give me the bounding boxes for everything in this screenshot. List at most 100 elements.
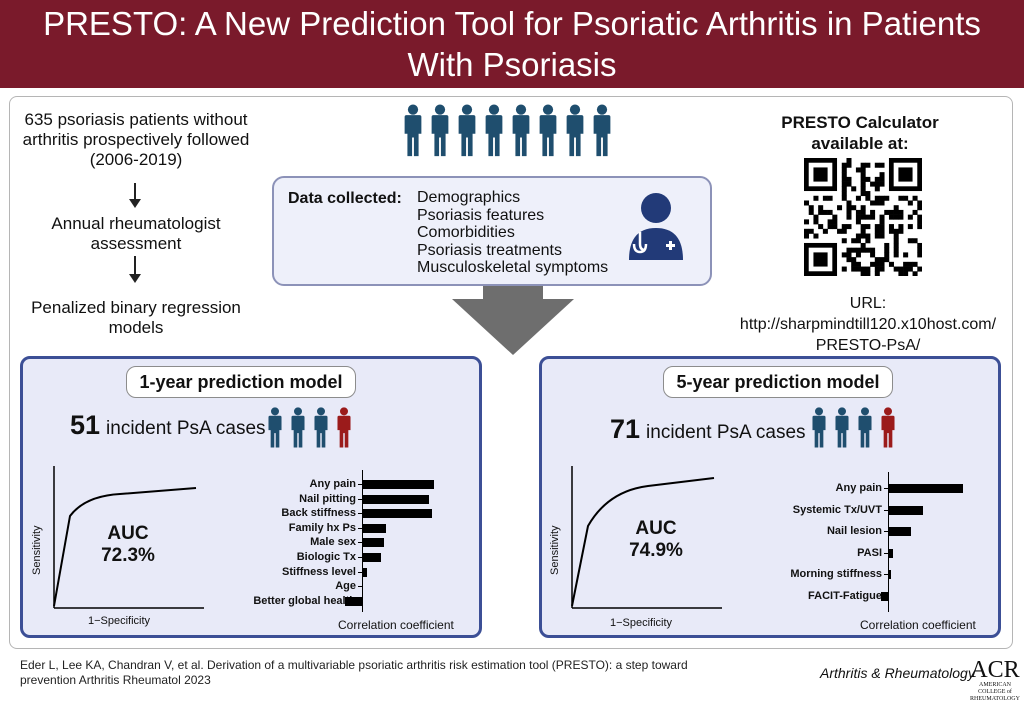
- bar: [362, 480, 434, 489]
- person-icon: [564, 104, 586, 158]
- bar-label: Biologic Tx: [296, 551, 356, 563]
- flow-step-3: Penalized binary regression models: [31, 298, 241, 337]
- cases-label: incident PsA cases: [106, 418, 266, 439]
- bar-label: Morning stiffness: [790, 568, 882, 580]
- journal-name: Arthritis & Rheumatology: [820, 665, 975, 681]
- five-year-cases: 71 incident PsA cases: [610, 414, 806, 445]
- roc-curve-1: [53, 466, 204, 609]
- data-collected-box: Data collected: Demographics Psoriasis f…: [272, 176, 712, 286]
- acr-logo-subtext: AMERICAN COLLEGE of RHEUMATOLOGY: [970, 682, 1020, 702]
- bar-tick: [358, 484, 362, 485]
- bar-axis-line: [888, 472, 889, 612]
- calculator-url-link[interactable]: http://sharpmindtill120.x10host.com/ PRE…: [739, 316, 997, 354]
- qr-code-icon[interactable]: [804, 158, 922, 276]
- person-icon: [810, 407, 828, 449]
- x-axis-label: 1−Specificity: [88, 615, 151, 627]
- bar-label: Nail lesion: [826, 525, 882, 537]
- list-item: Demographics: [417, 189, 521, 206]
- bar-tick: [358, 527, 362, 529]
- arrow-down-icon: [128, 256, 142, 283]
- auc-label: AUC: [107, 523, 149, 544]
- arrow-down-icon: [128, 183, 142, 208]
- cases-icon-group: [810, 407, 902, 449]
- bar-tick: [358, 542, 362, 544]
- cases-icon-group: [266, 407, 358, 449]
- patients-icon-group: [402, 104, 618, 158]
- bar-tick: [358, 557, 362, 558]
- bar: [362, 509, 432, 519]
- bar: [362, 523, 386, 533]
- flow-step-2: Annual rheumatologist assessment: [51, 214, 221, 253]
- person-icon: [266, 407, 284, 449]
- bar-tick: [358, 513, 362, 515]
- list-item: Comorbidities: [417, 224, 515, 241]
- bar-tick: [884, 552, 888, 554]
- bar-tick: [358, 498, 362, 500]
- list-item: Psoriasis treatments: [417, 241, 562, 259]
- y-axis-label: Sensitivity: [549, 525, 561, 575]
- one-year-model-title: 1-year prediction model: [126, 366, 356, 398]
- calculator-url-block: URL: http://sharpmindtill120.x10host.com…: [718, 293, 1018, 356]
- person-icon: [537, 104, 559, 158]
- citation: Eder L, Lee KA, Chandran V, et al. Deriv…: [20, 658, 688, 687]
- bar: [888, 527, 911, 536]
- bar-label: Nail pitting: [299, 492, 356, 505]
- bar: [880, 591, 888, 601]
- one-year-cases: 51 incident PsA cases: [70, 410, 266, 441]
- main-frame: [9, 96, 1013, 649]
- bar-tick: [884, 509, 888, 511]
- bar-label: Any pain: [835, 482, 882, 494]
- cases-count: 71: [610, 414, 641, 444]
- person-icon: [483, 104, 505, 158]
- person-icon: [335, 407, 353, 449]
- bar-label: Male sex: [310, 536, 356, 549]
- bar-label: Stiffness level: [282, 565, 356, 578]
- x-axis-label: 1−Specificity: [610, 617, 673, 629]
- bar-label: Systemic Tx/UVT: [792, 503, 882, 516]
- bar-label: FACIT-Fatigue: [808, 589, 882, 602]
- bar-tick: [884, 488, 888, 489]
- person-icon: [289, 407, 307, 449]
- bar-tick: [884, 574, 888, 575]
- list-item: Psoriasis features: [417, 206, 545, 224]
- person-icon: [402, 104, 424, 158]
- bar-tick: [358, 571, 362, 573]
- five-year-model-title: 5-year prediction model: [663, 366, 893, 398]
- page-title: PRESTO: A New Prediction Tool for Psoria…: [43, 5, 981, 83]
- bar-label: PASI: [857, 546, 882, 559]
- bar-tick: [358, 586, 362, 588]
- cases-count: 51: [70, 410, 101, 440]
- bar: [362, 494, 430, 504]
- bar-label: Age: [335, 580, 356, 593]
- auc-block-2: AUC 74.9%: [624, 518, 688, 562]
- auc-value: 72.3%: [101, 545, 155, 566]
- list-item: Musculoskeletal symptoms: [417, 259, 609, 276]
- y-axis-label: Sensitivity: [31, 525, 43, 575]
- person-icon: [429, 104, 451, 158]
- bar-axis-label: Correlation coefficient: [338, 618, 454, 632]
- person-icon: [591, 104, 613, 158]
- bar: [888, 505, 923, 515]
- data-collected-list: Demographics Psoriasis features Comorbid…: [417, 189, 608, 277]
- person-icon: [833, 407, 851, 449]
- person-icon: [879, 407, 897, 449]
- acr-logo: ACR AMERICAN COLLEGE of RHEUMATOLOGY: [966, 658, 1024, 703]
- auc-value: 74.9%: [629, 540, 683, 561]
- calculator-title: PRESTO Calculator available at:: [781, 113, 939, 153]
- cases-label: incident PsA cases: [646, 422, 806, 443]
- bar: [888, 484, 963, 493]
- url-label: URL:: [849, 295, 887, 312]
- person-icon: [456, 104, 478, 158]
- title-bar: PRESTO: A New Prediction Tool for Psoria…: [0, 0, 1024, 88]
- bar: [362, 582, 363, 592]
- bar: [362, 567, 367, 577]
- doctor-icon: [629, 193, 683, 260]
- auc-label: AUC: [635, 518, 677, 539]
- person-icon: [510, 104, 532, 158]
- bar: [888, 548, 893, 558]
- roc-curve-2: [571, 466, 722, 609]
- bar: [362, 553, 382, 562]
- person-icon: [856, 407, 874, 449]
- bar-label: Any pain: [309, 478, 356, 490]
- bar: [345, 596, 362, 606]
